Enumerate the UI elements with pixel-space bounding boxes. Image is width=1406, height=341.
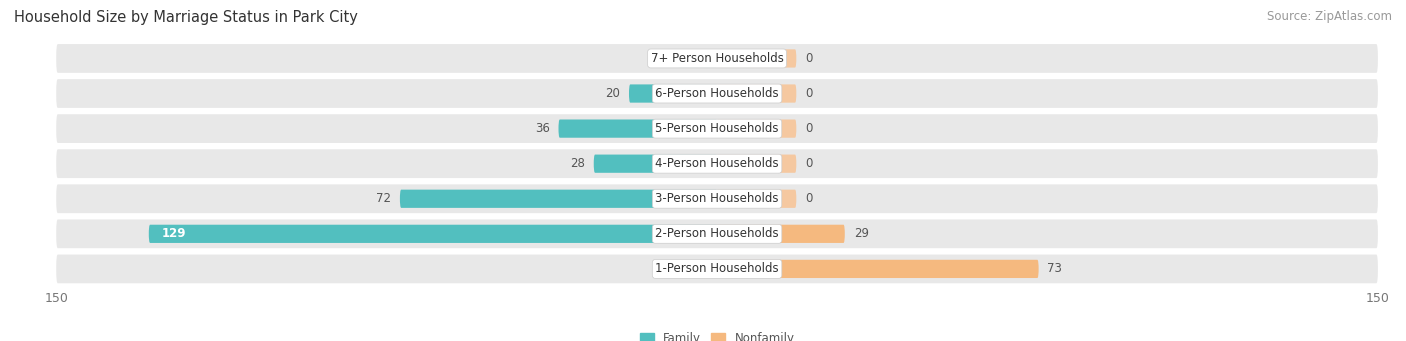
- FancyBboxPatch shape: [56, 220, 1378, 248]
- FancyBboxPatch shape: [56, 254, 1378, 283]
- FancyBboxPatch shape: [56, 44, 1378, 73]
- Text: Household Size by Marriage Status in Park City: Household Size by Marriage Status in Par…: [14, 10, 359, 25]
- Text: 36: 36: [534, 122, 550, 135]
- Text: 28: 28: [569, 157, 585, 170]
- Text: 0: 0: [806, 122, 813, 135]
- FancyBboxPatch shape: [56, 149, 1378, 178]
- Text: 0: 0: [806, 192, 813, 205]
- FancyBboxPatch shape: [593, 154, 717, 173]
- FancyBboxPatch shape: [56, 79, 1378, 108]
- FancyBboxPatch shape: [56, 184, 1378, 213]
- Text: 0: 0: [806, 157, 813, 170]
- Legend: Family, Nonfamily: Family, Nonfamily: [636, 327, 799, 341]
- Text: 129: 129: [162, 227, 187, 240]
- FancyBboxPatch shape: [558, 119, 717, 138]
- Text: 0: 0: [806, 87, 813, 100]
- Text: 1-Person Households: 1-Person Households: [655, 263, 779, 276]
- Text: 3-Person Households: 3-Person Households: [655, 192, 779, 205]
- FancyBboxPatch shape: [628, 85, 717, 103]
- FancyBboxPatch shape: [717, 225, 845, 243]
- FancyBboxPatch shape: [717, 190, 796, 208]
- FancyBboxPatch shape: [717, 154, 796, 173]
- Text: 4-Person Households: 4-Person Households: [655, 157, 779, 170]
- FancyBboxPatch shape: [717, 85, 796, 103]
- Text: 7+ Person Households: 7+ Person Households: [651, 52, 783, 65]
- FancyBboxPatch shape: [717, 49, 796, 68]
- FancyBboxPatch shape: [399, 190, 717, 208]
- FancyBboxPatch shape: [717, 260, 1039, 278]
- Text: 2-Person Households: 2-Person Households: [655, 227, 779, 240]
- Text: 20: 20: [605, 87, 620, 100]
- Text: 73: 73: [1047, 263, 1063, 276]
- Text: 0: 0: [806, 52, 813, 65]
- Text: 72: 72: [375, 192, 391, 205]
- Text: 29: 29: [853, 227, 869, 240]
- FancyBboxPatch shape: [56, 114, 1378, 143]
- FancyBboxPatch shape: [717, 119, 796, 138]
- FancyBboxPatch shape: [678, 49, 717, 68]
- Text: 5-Person Households: 5-Person Households: [655, 122, 779, 135]
- Text: 9: 9: [661, 52, 669, 65]
- Text: Source: ZipAtlas.com: Source: ZipAtlas.com: [1267, 10, 1392, 23]
- FancyBboxPatch shape: [149, 225, 717, 243]
- Text: 6-Person Households: 6-Person Households: [655, 87, 779, 100]
